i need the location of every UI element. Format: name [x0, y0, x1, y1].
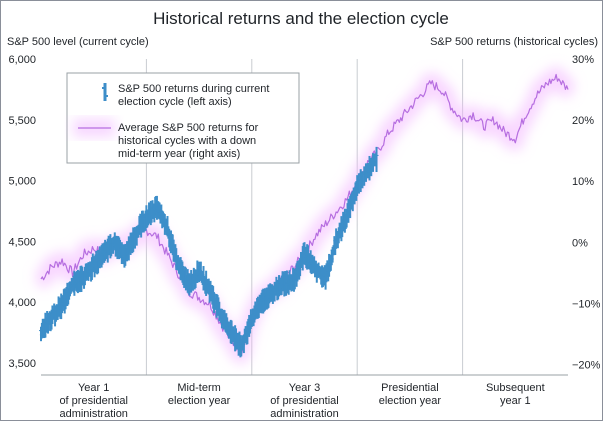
left-tick-label: 4,000	[8, 297, 36, 309]
legend-item1-line2: election cycle (left axis)	[118, 96, 232, 108]
category-label: election year	[379, 395, 442, 407]
legend-item2-line1: Average S&P 500 returns for	[118, 122, 259, 134]
category-label: Subsequent	[486, 382, 545, 394]
legend: S&P 500 returns during current election …	[66, 72, 300, 164]
left-tick-label: 5,000	[8, 176, 36, 188]
legend-item1-line1: S&P 500 returns during current	[118, 83, 269, 95]
category-label: election year	[168, 395, 231, 407]
left-tick-label: 5,500	[8, 115, 36, 127]
right-tick-label: 10%	[572, 176, 594, 188]
right-axis-title: S&P 500 returns (historical cycles)	[430, 36, 598, 48]
legend-ohlc-icon	[102, 83, 108, 101]
category-label: of presidential	[59, 395, 128, 407]
left-axis-ticks: 3,500 4,000 4,500 5,000 5,500 6,000	[8, 54, 36, 370]
x-axis-categories: Year 1of presidentialadministrationMid-t…	[59, 382, 544, 420]
right-tick-label: −20%	[572, 360, 601, 372]
right-axis-ticks: −20% −10% 0% 10% 20% 30%	[572, 54, 601, 372]
left-tick-label: 3,500	[8, 358, 36, 370]
left-tick-label: 4,500	[8, 236, 36, 248]
category-label: of presidential	[270, 395, 339, 407]
chart-title: Historical returns and the election cycl…	[153, 9, 449, 28]
left-tick-label: 6,000	[8, 54, 36, 66]
right-tick-label: −10%	[572, 298, 601, 310]
current-cycle-series	[39, 146, 379, 358]
category-label: year 1	[500, 395, 531, 407]
category-label: administration	[59, 408, 127, 420]
category-label: Year 3	[289, 382, 320, 394]
right-tick-label: 30%	[572, 54, 594, 66]
category-label: Mid-term	[177, 382, 220, 394]
category-label: Year 1	[78, 382, 109, 394]
legend-item2-line3: mid-term year (right axis)	[118, 148, 240, 160]
right-tick-label: 0%	[572, 237, 588, 249]
left-axis-title: S&P 500 level (current cycle)	[7, 36, 149, 48]
category-label: administration	[270, 408, 338, 420]
ohlc-bar	[374, 146, 379, 173]
legend-item2-line2: historical cycles with a down	[118, 135, 256, 147]
right-tick-label: 20%	[572, 115, 594, 127]
category-label: Presidential	[381, 382, 438, 394]
